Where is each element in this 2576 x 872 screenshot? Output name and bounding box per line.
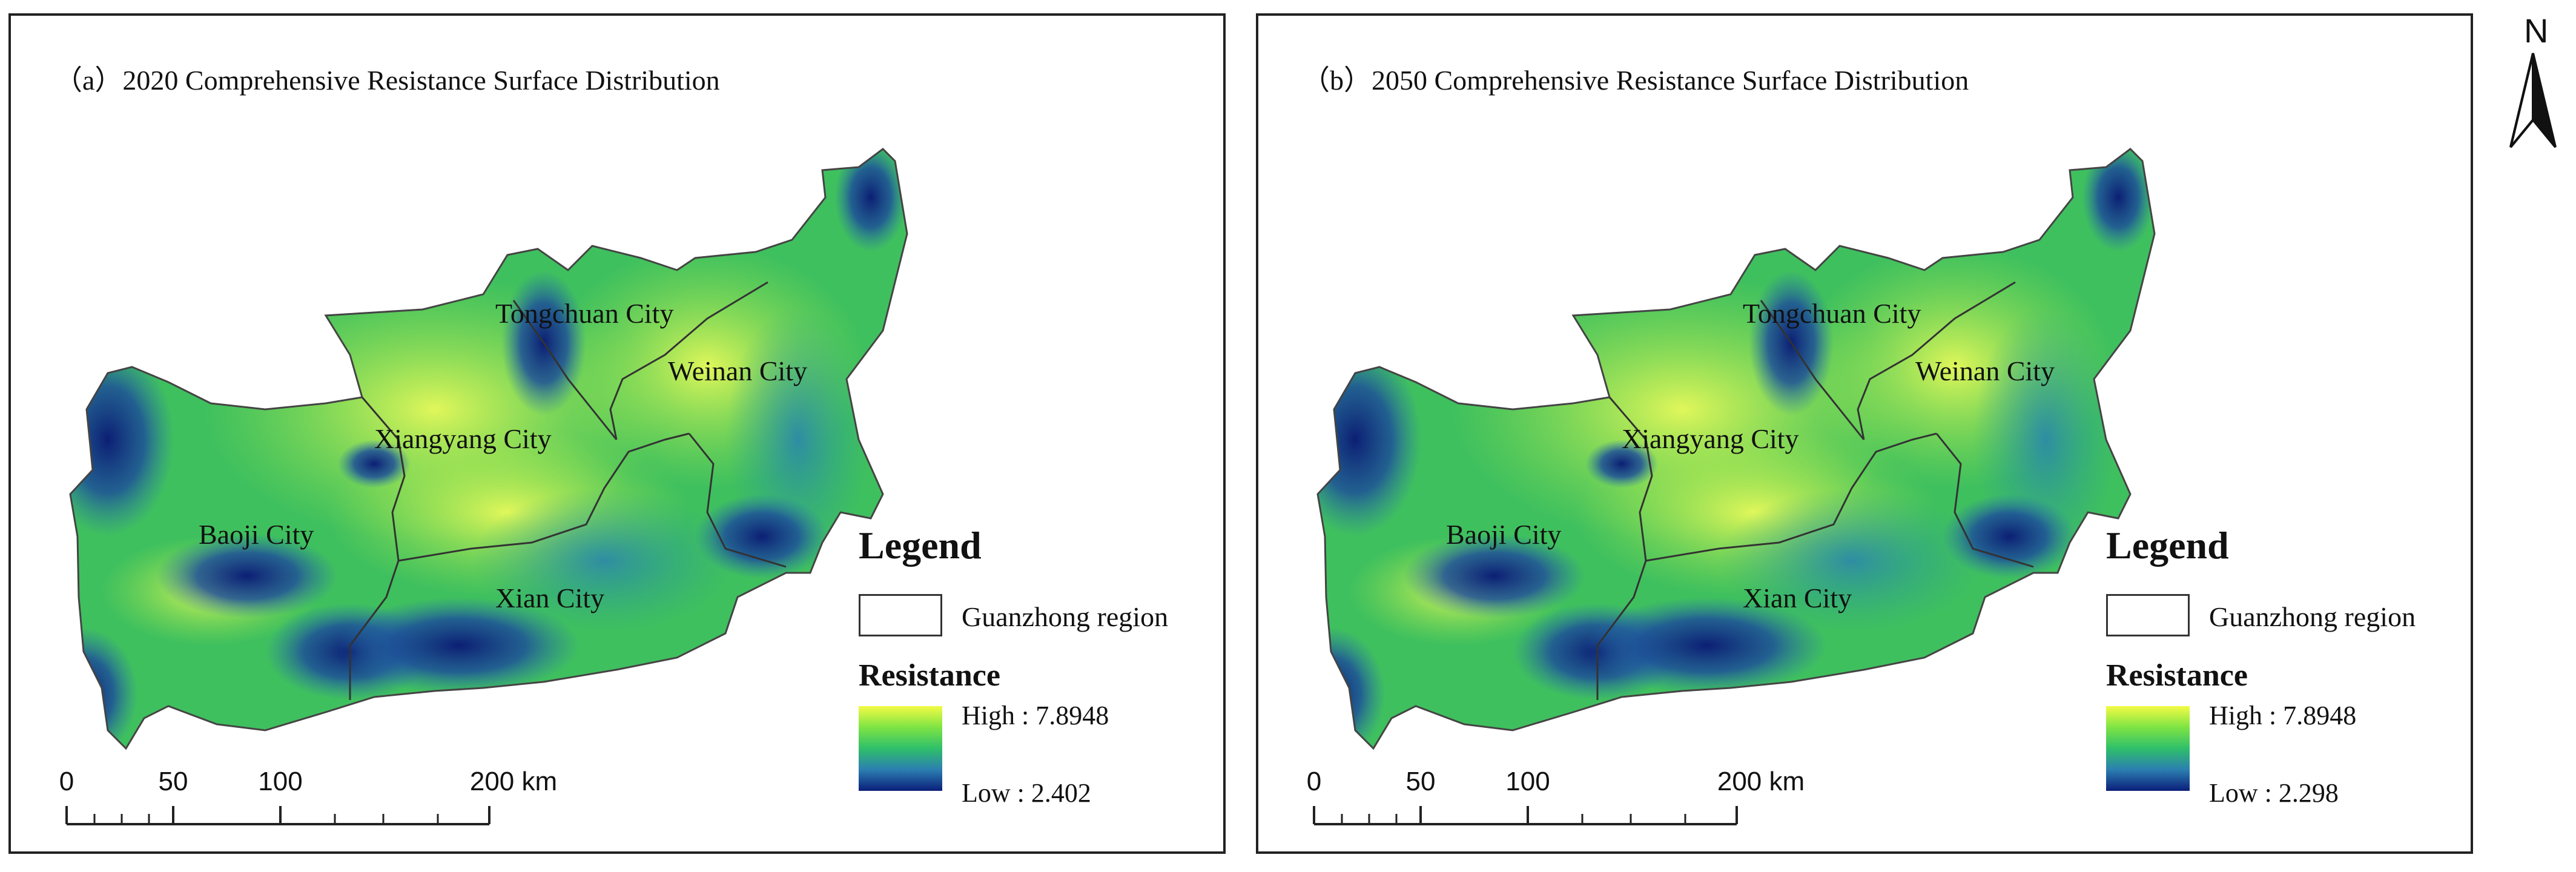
resistance-map	[69, 148, 908, 750]
legend-region-label: Guanzhong region	[962, 601, 1169, 632]
scale-tick-label: 50	[158, 767, 188, 796]
city-label-tongchuan: Tongchuan City	[1743, 298, 1921, 329]
resistance-color-ramp	[2106, 706, 2190, 791]
scale-tick-label: 200 km	[469, 767, 558, 796]
scale-tick-label: 100	[258, 767, 303, 796]
panel-title: （b）2050 Comprehensive Resistance Surface…	[1302, 65, 1969, 96]
resistance-title: Resistance	[859, 658, 1000, 693]
resistance-low-label: Low : 2.402	[962, 778, 1091, 808]
legend-title: Legend	[2106, 524, 2229, 567]
legend-region-swatch	[2106, 594, 2190, 636]
scale-tick-label: 200 km	[1717, 767, 1805, 796]
scale-bar	[65, 806, 490, 825]
scale-tick-label: 0	[1306, 767, 1322, 796]
resistance-high-label: High : 7.8948	[2209, 701, 2357, 730]
north-arrow-label: N	[2524, 12, 2549, 50]
city-label-xiangyang: Xiangyang City	[374, 423, 552, 454]
city-label-baoji: Baoji City	[199, 519, 314, 550]
city-label-baoji: Baoji City	[1446, 519, 1562, 550]
city-label-weinan: Weinan City	[668, 355, 808, 386]
city-label-tongchuan: Tongchuan City	[495, 298, 674, 329]
resistance-high-label: High : 7.8948	[962, 701, 1109, 730]
city-label-weinan: Weinan City	[1915, 355, 2055, 386]
map-panel-2050: （b）2050 Comprehensive Resistance Surface…	[1256, 13, 2473, 854]
resistance-title: Resistance	[2106, 658, 2248, 693]
legend-region-label: Guanzhong region	[2209, 601, 2416, 632]
legend-region-swatch	[859, 594, 942, 636]
map-panel-2020: （a）2020 Comprehensive Resistance Surface…	[8, 13, 1226, 854]
city-label-xian: Xian City	[1743, 583, 1852, 613]
city-label-xiangyang: Xiangyang City	[1622, 423, 1799, 454]
resistance-map	[1316, 148, 2156, 750]
scale-bar	[1313, 806, 1738, 825]
legend-title: Legend	[859, 524, 982, 567]
resistance-low-label: Low : 2.298	[2209, 778, 2339, 808]
scale-tick-label: 0	[59, 767, 74, 796]
resistance-color-ramp	[859, 706, 942, 791]
scale-tick-label: 100	[1505, 767, 1550, 796]
scale-tick-label: 50	[1405, 767, 1436, 796]
panel-title: （a）2020 Comprehensive Resistance Surface…	[54, 65, 720, 96]
north-arrow-icon	[2509, 53, 2557, 148]
city-label-xian: Xian City	[495, 583, 605, 613]
